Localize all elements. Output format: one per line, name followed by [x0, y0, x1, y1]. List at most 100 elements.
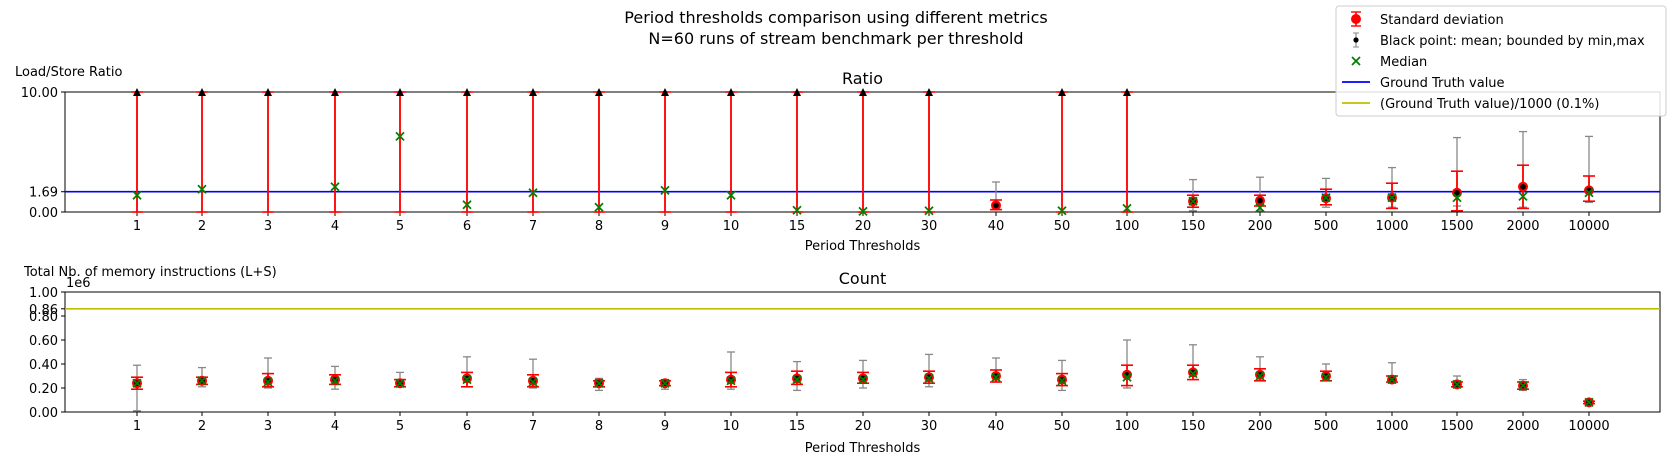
x-tick-label: 15: [789, 219, 806, 234]
panel-title: Ratio: [842, 69, 883, 88]
x-tick-label: 40: [988, 419, 1005, 434]
median-stroke: [132, 190, 142, 200]
x-tick-label: 6: [463, 419, 471, 434]
median-stroke: [1057, 376, 1067, 386]
median-marker: [395, 131, 405, 142]
median-stroke: [594, 202, 604, 212]
y-tick-label: 0.40: [29, 358, 58, 373]
median-marker: [263, 377, 273, 387]
median-marker: [1518, 380, 1528, 391]
y-tick-label: 10.00: [21, 86, 58, 101]
figure-title-line1: Period thresholds comparison using diffe…: [624, 8, 1047, 27]
median-marker: [132, 378, 142, 388]
x-tick-label: 3: [264, 419, 272, 434]
x-tick-label: 10: [723, 419, 740, 434]
median-marker: [132, 190, 142, 200]
y-tick-label: 0.80: [29, 310, 58, 325]
median-stroke: [792, 205, 802, 215]
x-tick-label: 150: [1181, 419, 1206, 434]
x-axis-label: Period Thresholds: [805, 239, 921, 254]
x-tick-label: 9: [661, 419, 669, 434]
legend-item: Standard deviation: [1351, 11, 1504, 28]
clipped-max-marker: [925, 88, 933, 96]
median-stroke: [1518, 380, 1528, 391]
median-stroke: [395, 131, 405, 142]
median-marker: [330, 182, 340, 192]
median-marker: [991, 372, 1001, 382]
x-tick-label: 1000: [1375, 419, 1408, 434]
median-marker: [1452, 379, 1462, 390]
y-scale-label: 1e6: [66, 276, 91, 291]
median-stroke: [660, 185, 670, 196]
median-marker: [528, 188, 538, 198]
y-tick-label: 0.60: [29, 334, 58, 349]
x-tick-label: 6: [463, 219, 471, 234]
mean-point: [993, 202, 999, 209]
mean-point: [1454, 190, 1460, 196]
clipped-max-marker: [595, 88, 603, 96]
median-marker: [924, 373, 934, 384]
median-marker: [1518, 191, 1528, 202]
median-stroke: [1584, 188, 1594, 198]
x-tick-label: 1: [133, 419, 141, 434]
mean-point: [1257, 197, 1263, 204]
legend-item: Ground Truth value: [1342, 76, 1505, 91]
x-tick-label: 20: [855, 419, 872, 434]
clipped-max-marker: [463, 88, 471, 96]
y-tick-label: 0.86: [29, 303, 58, 318]
x-tick-label: 2000: [1506, 219, 1539, 234]
legend-label: Standard deviation: [1380, 13, 1504, 28]
median-stroke: [330, 376, 340, 386]
median-marker: [1122, 372, 1132, 382]
chart-panel-count: Count Total Nb. of memory instructions (L…: [23, 265, 1661, 456]
median-marker: [1387, 374, 1397, 385]
median-stroke: [1188, 368, 1198, 379]
clipped-max-marker: [661, 88, 669, 96]
x-tick-label: 15: [789, 419, 806, 434]
x-tick-label: 4: [331, 219, 339, 234]
x-tick-label: 2000: [1506, 419, 1539, 434]
x-tick-label: 20: [855, 219, 872, 234]
median-marker: [792, 374, 802, 385]
clipped-max-marker: [1058, 88, 1066, 96]
median-stroke: [594, 378, 604, 388]
median-stroke: [263, 377, 273, 387]
x-tick-label: 50: [1054, 419, 1071, 434]
x-tick-label: 50: [1054, 219, 1071, 234]
x-tick-label: 1500: [1440, 219, 1473, 234]
median-stroke: [924, 373, 934, 384]
median-marker: [660, 185, 670, 196]
median-stroke: [858, 374, 868, 385]
x-tick-label: 2: [198, 419, 206, 434]
median-stroke: [726, 376, 736, 386]
mean-point: [1520, 184, 1526, 190]
clipped-max-marker: [1123, 88, 1131, 96]
y-tick-label: 1.69: [29, 186, 58, 201]
legend-marker: [1353, 37, 1359, 43]
median-marker: [1057, 206, 1067, 216]
median-stroke: [132, 378, 142, 388]
x-tick-label: 9: [661, 219, 669, 234]
x-tick-label: 1000: [1375, 219, 1408, 234]
median-marker: [858, 206, 868, 217]
figure-title-line2: N=60 runs of stream benchmark per thresh…: [648, 29, 1023, 48]
x-tick-label: 7: [529, 219, 537, 234]
clipped-max-marker: [859, 88, 867, 96]
legend-marker: [1351, 56, 1361, 66]
x-tick-label: 5: [396, 219, 404, 234]
median-marker: [1584, 188, 1594, 198]
clipped-max-marker: [793, 88, 801, 96]
chart-panel-ratio: Ratio Load/Store Ratio Period Thresholds 0.…: [15, 65, 1661, 254]
clipped-max-marker: [133, 88, 141, 96]
median-marker: [1584, 397, 1594, 408]
clipped-max-marker: [529, 88, 537, 96]
x-tick-label: 5: [396, 419, 404, 434]
median-marker: [330, 376, 340, 386]
legend-label: (Ground Truth value)/1000 (0.1%): [1380, 97, 1599, 112]
y-axis-label: Load/Store Ratio: [15, 65, 122, 80]
legend-box: [1335, 5, 1667, 117]
x-tick-label: 10000: [1568, 419, 1609, 434]
median-stroke: [660, 378, 670, 388]
median-stroke: [462, 374, 472, 385]
